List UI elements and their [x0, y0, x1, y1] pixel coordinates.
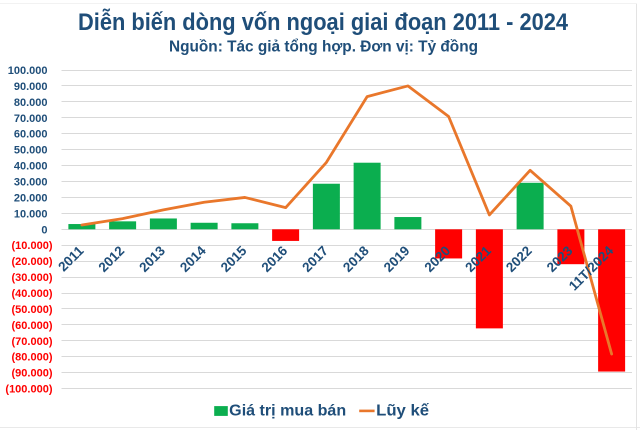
svg-text:50.000: 50.000	[14, 145, 48, 157]
svg-text:Nguồn: Tác giả tổng hợp. Đơn v: Nguồn: Tác giả tổng hợp. Đơn vị: Tỷ đồng	[169, 38, 478, 56]
svg-text:(70.000): (70.000)	[12, 336, 53, 348]
svg-text:(60.000): (60.000)	[12, 320, 53, 332]
svg-text:(90.000): (90.000)	[12, 368, 53, 380]
svg-text:(10.000): (10.000)	[12, 240, 53, 252]
svg-text:0: 0	[41, 224, 47, 236]
svg-text:(30.000): (30.000)	[12, 272, 53, 284]
svg-text:Diễn biến dòng vốn ngoại giai: Diễn biến dòng vốn ngoại giai đoạn 2011 …	[78, 8, 569, 36]
svg-text:(20.000): (20.000)	[12, 256, 53, 268]
svg-text:70.000: 70.000	[14, 113, 48, 125]
svg-text:80.000: 80.000	[14, 97, 48, 109]
svg-text:40.000: 40.000	[14, 161, 48, 173]
svg-text:(100.000): (100.000)	[5, 384, 52, 396]
svg-text:(50.000): (50.000)	[12, 304, 53, 316]
svg-text:(80.000): (80.000)	[12, 352, 53, 364]
svg-text:20.000: 20.000	[14, 192, 48, 204]
svg-text:30.000: 30.000	[14, 177, 48, 189]
svg-text:Lũy kế: Lũy kế	[376, 403, 429, 420]
svg-text:Giá trị mua bán: Giá trị mua bán	[229, 403, 346, 420]
svg-text:60.000: 60.000	[14, 129, 48, 141]
svg-text:10.000: 10.000	[14, 208, 48, 220]
svg-text:(40.000): (40.000)	[12, 288, 53, 300]
svg-text:100.000: 100.000	[8, 65, 48, 77]
svg-text:90.000: 90.000	[14, 81, 48, 93]
